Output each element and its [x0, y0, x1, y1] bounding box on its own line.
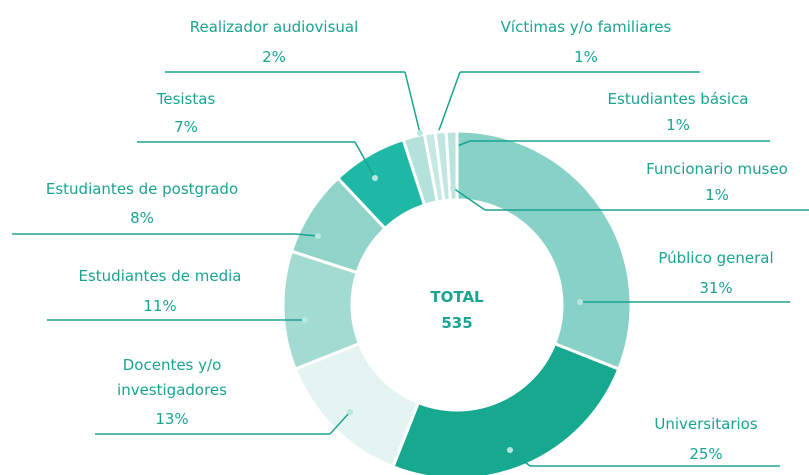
donut-slice	[444, 129, 459, 202]
leader-line	[452, 187, 486, 211]
slice-label: Estudiantes de postgrado	[45, 180, 239, 198]
center-label: TOTAL	[430, 288, 484, 306]
leader-line	[354, 141, 376, 179]
slice-label: Docentes y/o investigadores	[117, 356, 227, 399]
slice-label: Víctimas y/o familiares	[500, 18, 672, 36]
slice-value-label: 7%	[174, 118, 198, 136]
leader-line	[294, 233, 319, 237]
slice-value-label: 8%	[130, 209, 154, 227]
slice-value-label: 1%	[705, 186, 729, 204]
leader-dot	[315, 233, 321, 239]
leader-line	[329, 411, 351, 435]
slice-label: Universitarios	[654, 415, 758, 433]
leader-dot	[450, 185, 456, 191]
leader-dot	[577, 299, 583, 305]
leader-dot	[417, 130, 423, 136]
slice-label: Público general	[658, 249, 774, 267]
donut-slice	[390, 341, 621, 475]
slice-value-label: 2%	[262, 48, 286, 66]
leader-line	[404, 71, 421, 134]
slice-value-label: 1%	[574, 48, 598, 66]
slice-value-label: 13%	[155, 410, 189, 428]
slice-value-label: 31%	[699, 279, 733, 297]
slice-label: Realizador audiovisual	[189, 18, 359, 36]
slice-value-label: 1%	[666, 116, 690, 134]
slice-label: Estudiantes básica	[607, 90, 749, 108]
slice-label: Estudiantes de media	[78, 267, 242, 285]
leader-dot	[372, 175, 378, 181]
slice-label: Funcionario museo	[646, 160, 788, 178]
leader-dot	[302, 317, 308, 323]
slice-value-label: 25%	[689, 445, 723, 463]
donut-slice	[455, 129, 633, 372]
slice-value-label: 11%	[143, 297, 177, 315]
leader-dot	[347, 409, 353, 415]
leader-line	[509, 449, 531, 467]
center-total: 535	[441, 314, 473, 332]
leader-line	[437, 71, 461, 134]
slice-label: Tesistas	[156, 90, 216, 108]
leader-dot	[507, 447, 513, 453]
